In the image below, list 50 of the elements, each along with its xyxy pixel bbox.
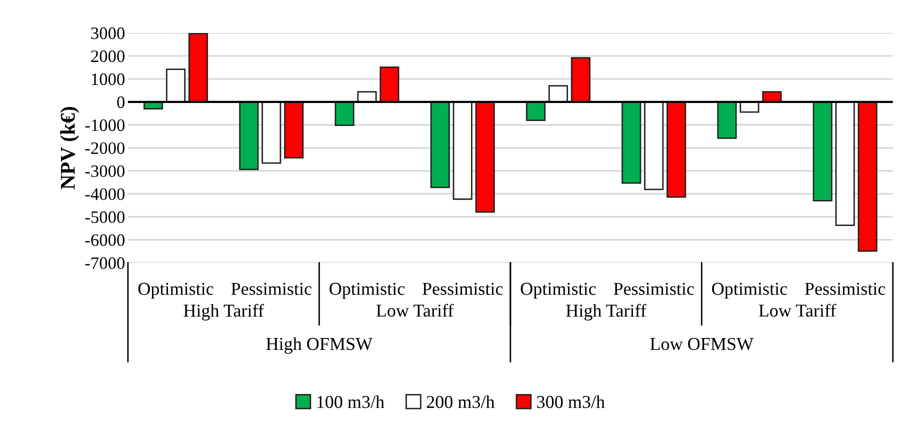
bar	[812, 101, 832, 202]
text: High Tariff	[184, 304, 264, 321]
x-tick-label: Optimistic	[138, 282, 214, 299]
x-tick-label: Pessimistic	[614, 282, 694, 295]
bar	[357, 91, 377, 103]
y-tick-label: -3000	[85, 165, 125, 178]
y-tick-label: 1000	[92, 73, 124, 86]
x-tick-label: Optimistic	[712, 282, 788, 299]
text: Low OFMSW	[650, 338, 754, 350]
y-tick-label: -7000	[85, 257, 125, 269]
bar	[239, 101, 259, 170]
x-tick-label: Optimistic	[330, 282, 405, 299]
bar	[475, 101, 495, 213]
bar	[717, 101, 737, 139]
legend-label: 300 m3/h	[537, 395, 605, 408]
y-tick-label: -5000	[85, 211, 125, 224]
bar	[188, 32, 208, 103]
y-tick-label: 3000	[91, 27, 124, 40]
x-tick-label: Pessimistic	[231, 282, 312, 295]
x-tick-label: Pessimistic	[422, 282, 503, 295]
bar	[430, 101, 450, 188]
bar	[644, 101, 664, 190]
bar	[548, 85, 568, 103]
text: Low Tariff	[376, 304, 454, 317]
y-tick-label: 0	[117, 96, 124, 108]
x-tick-label: Pessimistic	[804, 282, 886, 295]
text: High Tariff	[566, 304, 646, 321]
y-tick-label: 2000	[91, 50, 124, 62]
legend-label: 200 m3/h	[426, 395, 495, 408]
bar	[526, 101, 546, 121]
y-axis-title: NPV (k€)	[60, 107, 80, 190]
bar	[570, 57, 590, 103]
bar	[622, 101, 642, 184]
y-tick-label: -6000	[85, 234, 125, 246]
y-tick-label: -1000	[85, 119, 125, 132]
bar	[334, 101, 354, 126]
bar	[284, 101, 304, 158]
bar	[452, 101, 472, 200]
legend-label: 100 m3/h	[317, 395, 384, 408]
bar	[166, 68, 186, 103]
bar	[858, 101, 878, 252]
y-tick-label: -4000	[85, 188, 125, 200]
bar	[380, 66, 400, 103]
bar	[835, 101, 855, 226]
bar	[262, 101, 282, 164]
text: Low Tariff	[758, 304, 836, 317]
text: High OFMSW	[266, 337, 373, 354]
bar	[666, 101, 686, 198]
y-tick-label: -2000	[85, 142, 125, 154]
x-tick-label: Optimistic	[520, 282, 596, 299]
